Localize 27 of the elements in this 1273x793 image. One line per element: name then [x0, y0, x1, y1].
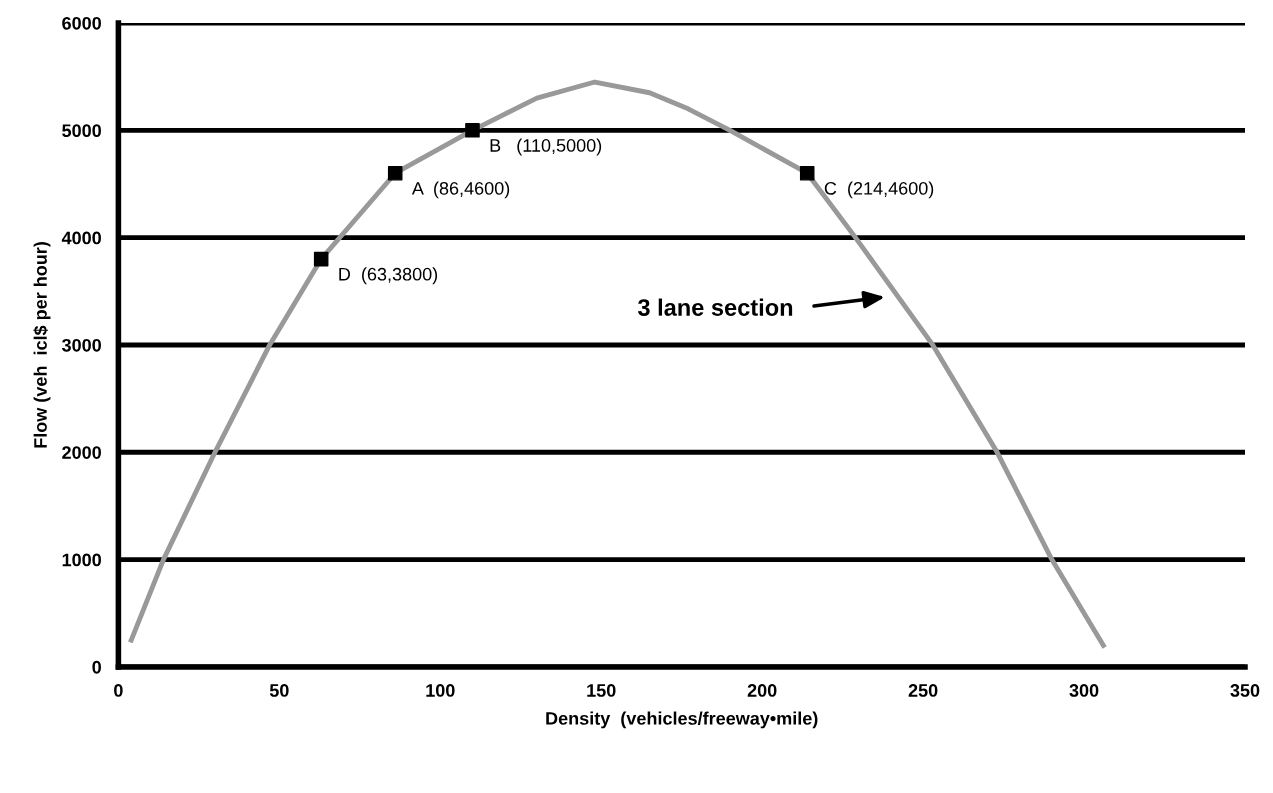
y-tick-label: 3000	[61, 338, 101, 352]
y-tick-label: 1000	[62, 553, 101, 567]
annotation: 3 lane section	[637, 298, 793, 316]
x-tick-label: 200	[747, 684, 777, 697]
x-tick-label: 0	[114, 684, 123, 697]
point	[465, 123, 480, 138]
x-tick-label: 50	[269, 684, 289, 697]
x-tick-label: 150	[587, 684, 616, 697]
x-axis-title: Density (vehicles/freeway•mile)	[546, 711, 818, 729]
annotation: A (86,4600)	[411, 181, 510, 199]
annotation: D (63,3800)	[339, 267, 438, 285]
y-axis-title: Flow (veh icl$ per hour)	[33, 242, 51, 448]
x-tick-label: 250	[908, 684, 938, 697]
point	[387, 165, 403, 181]
y-tick-label: 6000	[62, 16, 101, 30]
x-tick-label: 300	[1069, 684, 1099, 697]
x-tick-label: 350	[1230, 684, 1260, 697]
y-tick-label: 2000	[62, 446, 101, 459]
point	[799, 165, 815, 181]
line-series	[128, 79, 1106, 648]
y-tick-label: 4000	[61, 231, 101, 245]
point	[313, 251, 329, 267]
annotation: C (214,4600)	[824, 181, 934, 199]
x-tick-label: 100	[426, 684, 455, 697]
annotation: B (110,5000)	[490, 138, 602, 156]
y-tick-label: 0	[92, 660, 101, 674]
y-tick-label: 5000	[62, 124, 101, 138]
